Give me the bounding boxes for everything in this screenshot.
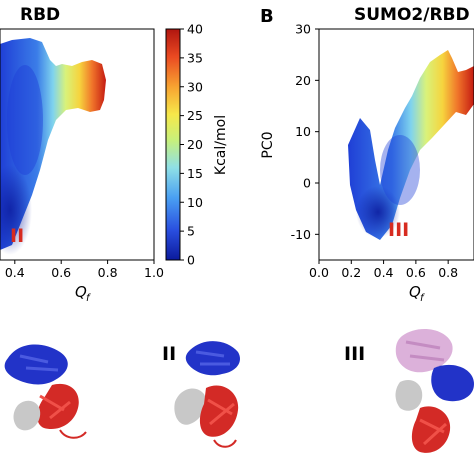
panel-b-letter: B	[260, 6, 274, 27]
panel-b-x-tick-label: 0.0	[309, 265, 329, 280]
panel-a-title: RBD	[20, 5, 60, 25]
colorbar-tick-label: 35	[187, 50, 203, 65]
panel-a-x-label: Q f	[75, 283, 91, 304]
panel-b-x-tick-label: 0.4	[374, 265, 394, 280]
panel-a-x-ticks: 0.4 0.6 0.8 1.0	[5, 260, 164, 280]
colorbar-tick-label: 0	[187, 253, 195, 268]
colorbar-tick-label: 30	[187, 79, 203, 94]
colorbar-tick-label: 25	[187, 108, 203, 123]
svg-text:f: f	[86, 293, 91, 304]
colorbar-label: Kcal/mol	[213, 115, 229, 175]
panel-b-title: SUMO2/RBD	[354, 5, 470, 25]
panel-a-x-tick-label: 0.4	[5, 265, 25, 280]
structure-iii	[395, 329, 474, 453]
panel-b-x-tick-label: 0.8	[438, 265, 458, 280]
colorbar-tick-label: 5	[187, 224, 195, 239]
panel-b-landscape	[348, 50, 474, 240]
colorbar: 40 35 30 25 20 15 10 5 0 Kcal/mol	[165, 22, 229, 268]
colorbar-ticks: 40 35 30 25 20 15 10 5 0	[180, 22, 203, 268]
colorbar-tick-label: 40	[187, 22, 203, 37]
panel-b-annotation-iii: III	[388, 219, 409, 241]
structure-label-ii: II	[162, 343, 176, 365]
colorbar-gradient	[165, 28, 181, 261]
panel-b-y-tick-label: 20	[295, 73, 311, 88]
panel-b-x-label: Q f	[409, 283, 425, 304]
panel-b-x-tick-label: 0.2	[341, 265, 361, 280]
panel-b-y-tick-label: 30	[295, 22, 311, 37]
panel-b-y-label: PC0	[260, 131, 276, 158]
panel-b-y-tick-label: 10	[295, 124, 311, 139]
panel-rbd: RBD 0.4 0.6 0.8 1.0 II Q f	[0, 5, 164, 304]
panel-b-x-ticks: 0.0 0.2 0.4 0.6 0.8	[309, 260, 458, 280]
panel-a-annotation-ii: II	[10, 225, 24, 247]
panel-b-axes-frame	[318, 28, 474, 261]
protein-structures: II III	[4, 329, 474, 453]
svg-text:Q: Q	[409, 283, 421, 301]
colorbar-tick-label: 15	[187, 166, 203, 181]
structure-native	[4, 344, 87, 439]
panel-sumo2-rbd: B SUMO2/RBD PC0 0.0 0.2 0.4 0.6 0.8 30 20 10 0 -…	[260, 5, 474, 304]
panel-b-x-tick-label: 0.6	[406, 265, 426, 280]
panel-a-axes-frame	[0, 28, 155, 261]
panel-a-x-tick-label: 1.0	[144, 265, 164, 280]
panel-b-y-tick-label: -10	[291, 227, 311, 242]
panel-b-y-tick-label: 0	[303, 176, 311, 191]
panel-a-x-tick-label: 0.8	[98, 265, 118, 280]
panel-b-y-ticks: 30 20 10 0 -10	[291, 22, 319, 242]
svg-text:f: f	[420, 293, 425, 304]
structure-label-iii: III	[344, 343, 365, 365]
colorbar-tick-label: 10	[187, 195, 203, 210]
panel-a-x-tick-label: 0.6	[51, 265, 71, 280]
svg-text:Q: Q	[75, 283, 87, 301]
colorbar-tick-label: 20	[187, 137, 203, 152]
structure-ii	[174, 341, 241, 448]
panel-a-landscape	[0, 38, 106, 255]
